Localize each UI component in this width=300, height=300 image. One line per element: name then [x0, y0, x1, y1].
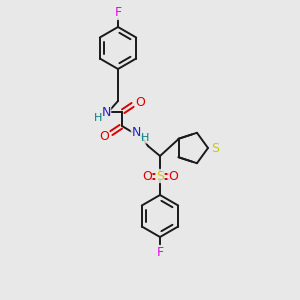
Text: S: S [156, 169, 164, 182]
Text: H: H [94, 113, 102, 123]
Text: F: F [156, 245, 164, 259]
Text: O: O [99, 130, 109, 142]
Text: F: F [114, 7, 122, 20]
Text: O: O [142, 169, 152, 182]
Text: S: S [211, 142, 219, 154]
Text: O: O [135, 95, 145, 109]
Text: N: N [101, 106, 111, 118]
Text: H: H [141, 133, 149, 143]
Text: N: N [131, 125, 141, 139]
Text: O: O [168, 169, 178, 182]
